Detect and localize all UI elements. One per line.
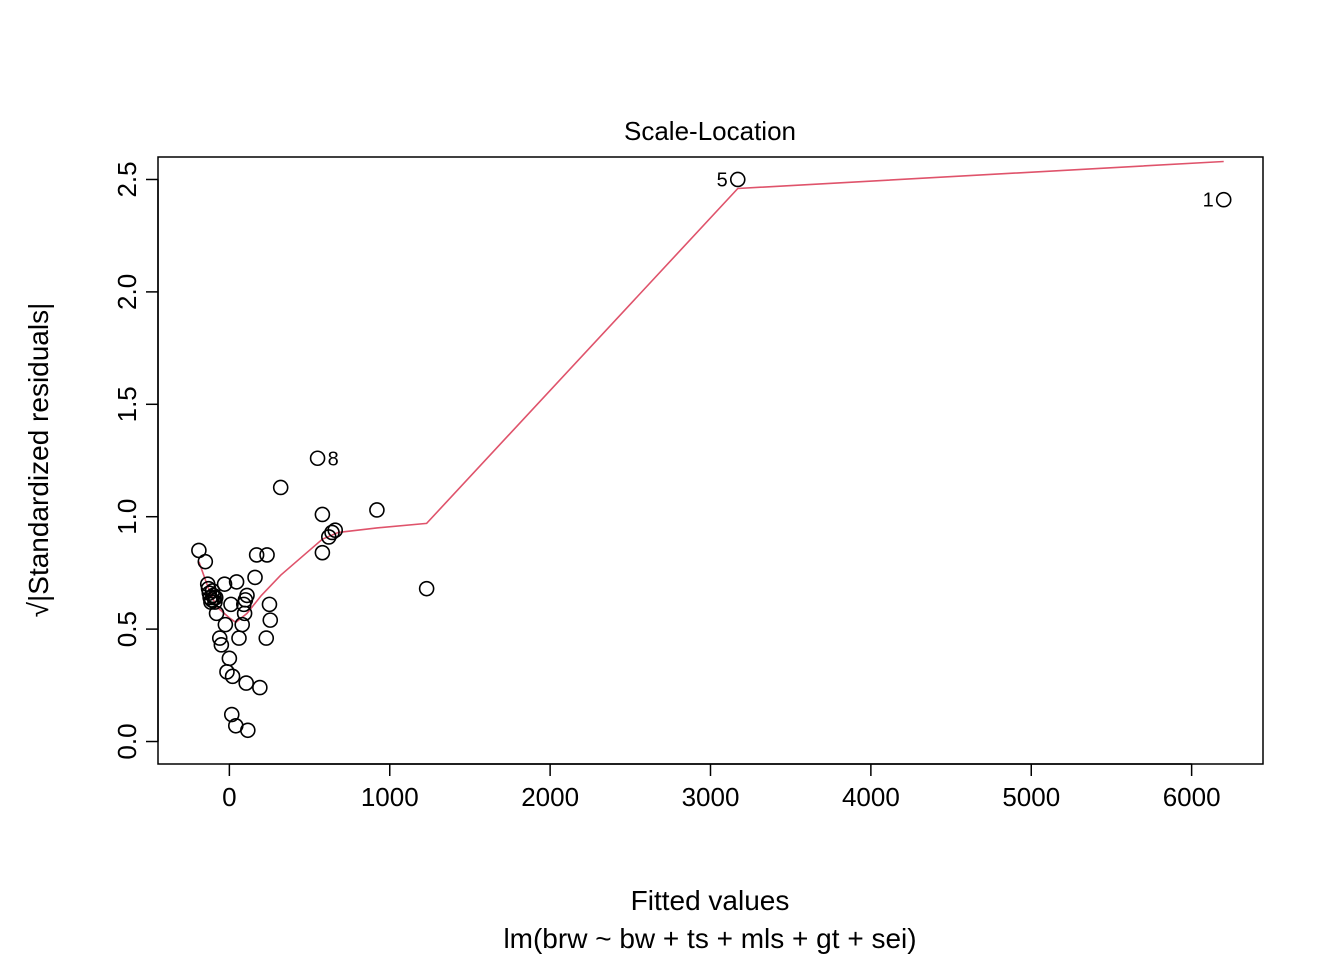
data-point: [248, 547, 265, 563]
data-point: [262, 612, 279, 628]
data-point: [258, 630, 275, 646]
data-point: [238, 675, 255, 691]
data-point: [213, 637, 230, 653]
x-axis-label: Fitted values: [631, 885, 790, 916]
data-point: [208, 605, 225, 622]
data-point: [223, 596, 239, 613]
data-point: [1215, 191, 1232, 208]
x-tick-label: 6000: [1163, 782, 1221, 812]
data-point: [314, 544, 331, 561]
smoother-line: [198, 160, 1224, 624]
data-point: [272, 479, 289, 496]
data-point: [321, 529, 337, 545]
x-tick-label: 3000: [682, 782, 740, 812]
data-point: [197, 553, 214, 570]
x-tick-label: 5000: [1002, 782, 1060, 812]
data-point: [324, 524, 340, 541]
x-tick-label: 2000: [521, 782, 579, 812]
data-point: [369, 502, 385, 518]
data-point: [207, 589, 224, 606]
data-point: [224, 668, 241, 685]
x-tick-label: 1000: [361, 782, 419, 812]
chart-subtitle: lm(brw ~ bw + ts + mls + gt + sei): [503, 923, 916, 954]
data-point: [217, 616, 234, 633]
y-tick-label: 2.0: [112, 274, 142, 310]
y-axis-label: √|Standardized residuals|: [23, 303, 54, 618]
data-point: [252, 679, 268, 696]
x-tick-label: 0: [222, 782, 236, 812]
plot-area: 0 1000 2000 3000 4000 5000 6000 0.0 0.5 1.0 1.5 2.0…: [112, 156, 1264, 812]
y-tick-label: 0.5: [112, 611, 142, 647]
data-point: [259, 547, 275, 563]
data-point: [234, 616, 250, 633]
y-tick-label: 2.5: [112, 161, 142, 197]
data-point: [211, 630, 228, 646]
data-point: [231, 630, 247, 646]
data-point: [240, 722, 256, 739]
data-point: [418, 580, 435, 597]
y-tick-label: 1.5: [112, 386, 142, 422]
data-point: [223, 706, 240, 723]
data-point: [261, 596, 278, 613]
chart-title: Scale-Location: [624, 116, 796, 146]
point-label: 8: [328, 448, 339, 470]
y-tick-label: 1.0: [112, 499, 142, 535]
data-point: [729, 171, 746, 188]
point-label: 1: [1203, 190, 1214, 212]
data-point: [221, 650, 238, 667]
x-tick-label: 4000: [842, 782, 900, 812]
data-point: [309, 450, 326, 467]
y-tick-label: 0.0: [112, 723, 142, 759]
data-point: [314, 506, 331, 523]
data-point: [216, 576, 233, 592]
point-label: 5: [717, 169, 728, 191]
data-point: [247, 569, 263, 586]
data-point: [228, 574, 245, 590]
data-point: [239, 587, 255, 604]
